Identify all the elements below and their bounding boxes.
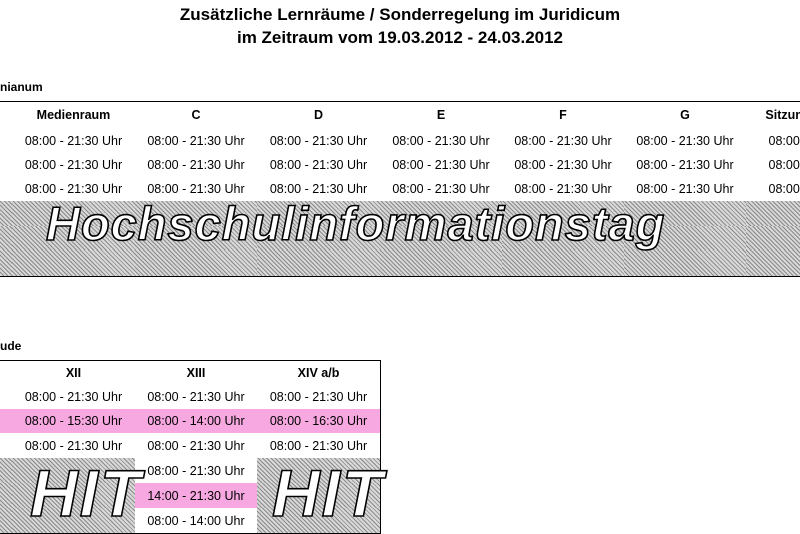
- table-cell: 08:00 - 14:00 Uhr: [135, 508, 258, 534]
- header-cell: XII: [12, 360, 136, 385]
- table-cell: 08:00 - 21:30 Uhr: [135, 458, 258, 484]
- table-cell: 08:00 - 21:30 Uhr: [135, 153, 258, 178]
- header-cell: F: [502, 101, 625, 129]
- hatched-cell: [624, 250, 747, 277]
- header-cell: XIII: [135, 360, 258, 385]
- table-cell: 08:00 - 14:00 Uhr: [135, 409, 258, 434]
- table-cell: 08:00 - 16:30 Uhr: [257, 409, 381, 434]
- table-cell: 08:00 - 21:30 Uhr: [380, 128, 503, 154]
- table-cell: 08:00 - 15:30 Uhr: [12, 409, 136, 434]
- header-cell: XIV a/b: [257, 360, 381, 385]
- hatched-cell: [257, 250, 381, 277]
- header-cell: E: [380, 101, 503, 129]
- table-cell: 08:00 -: [746, 128, 800, 154]
- banner-text: HIT: [271, 455, 385, 531]
- hatched-cell: [502, 250, 625, 277]
- table-cell: 08:00 -: [746, 153, 800, 178]
- hatched-cell: [502, 201, 625, 227]
- hatched-cell: [12, 250, 136, 277]
- table-cell: 08:00 - 21:30 Uhr: [257, 177, 381, 202]
- hatched-cell: [135, 226, 258, 251]
- table-cell: 08:00 - 21:30 Uhr: [135, 128, 258, 154]
- table-cell: 08:00 - 21:30 Uhr: [257, 433, 381, 459]
- table-cell: 14:00 - 21:30 Uhr: [135, 483, 258, 509]
- banner-text: HIT: [29, 455, 143, 531]
- table-cell: 08:00 - 21:30 Uhr: [502, 128, 625, 154]
- table-cell: 08:00 - 21:30 Uhr: [12, 153, 136, 178]
- hatched-cell: [380, 250, 503, 277]
- hatched-cell: [624, 226, 747, 251]
- subtitle: im Zeitraum vom 19.03.2012 - 24.03.2012: [236, 28, 564, 47]
- table-cell: 08:00 - 21:30 Uhr: [12, 433, 136, 459]
- table-cell: 08:00 - 21:30 Uhr: [135, 177, 258, 202]
- hatched-cell: [257, 201, 381, 227]
- hatched-cell: [624, 201, 747, 227]
- table-cell: 08:00 - 21:30 Uhr: [135, 433, 258, 459]
- table-cell: 08:00 - 21:30 Uhr: [12, 384, 136, 410]
- hatched-cell: [746, 201, 800, 227]
- table-cell: 08:00 - 21:30 Uhr: [257, 153, 381, 178]
- table-cell: 08:00 - 21:30 Uhr: [135, 384, 258, 410]
- banner-text: Hochschulinformationstag: [45, 196, 666, 251]
- table-cell: 08:00 - 21:30 Uhr: [624, 177, 747, 202]
- header-cell: Medienraum: [12, 101, 136, 129]
- table-cell: 08:00 - 21:30 Uhr: [257, 128, 381, 154]
- header-cell: G: [624, 101, 747, 129]
- hatched-cell: [746, 250, 800, 277]
- hatched-cell: [746, 226, 800, 251]
- header-cell: C: [135, 101, 258, 129]
- table-cell: 08:00 - 21:30 Uhr: [380, 153, 503, 178]
- title: Zusätzliche Lernräume / Sonderregelung i…: [179, 5, 621, 24]
- section-label: nianum: [0, 80, 43, 94]
- table-cell: 08:00 - 21:30 Uhr: [12, 177, 136, 202]
- table-cell: 08:00 -: [746, 177, 800, 202]
- table-cell: 08:00 - 21:30 Uhr: [12, 128, 136, 154]
- table-cell: 08:00 - 21:30 Uhr: [624, 153, 747, 178]
- table-cell: 08:00 - 21:30 Uhr: [257, 384, 381, 410]
- hatched-cell: [135, 250, 258, 277]
- section-label: ude: [0, 339, 22, 353]
- table-cell: 08:00 - 21:30 Uhr: [624, 128, 747, 154]
- header-cell: D: [257, 101, 381, 129]
- header-cell: Sitzung: [746, 101, 800, 129]
- table-cell: 08:00 - 21:30 Uhr: [380, 177, 503, 202]
- hatched-cell: [257, 483, 381, 509]
- table-cell: 08:00 - 21:30 Uhr: [502, 153, 625, 178]
- table-cell: 08:00 - 21:30 Uhr: [502, 177, 625, 202]
